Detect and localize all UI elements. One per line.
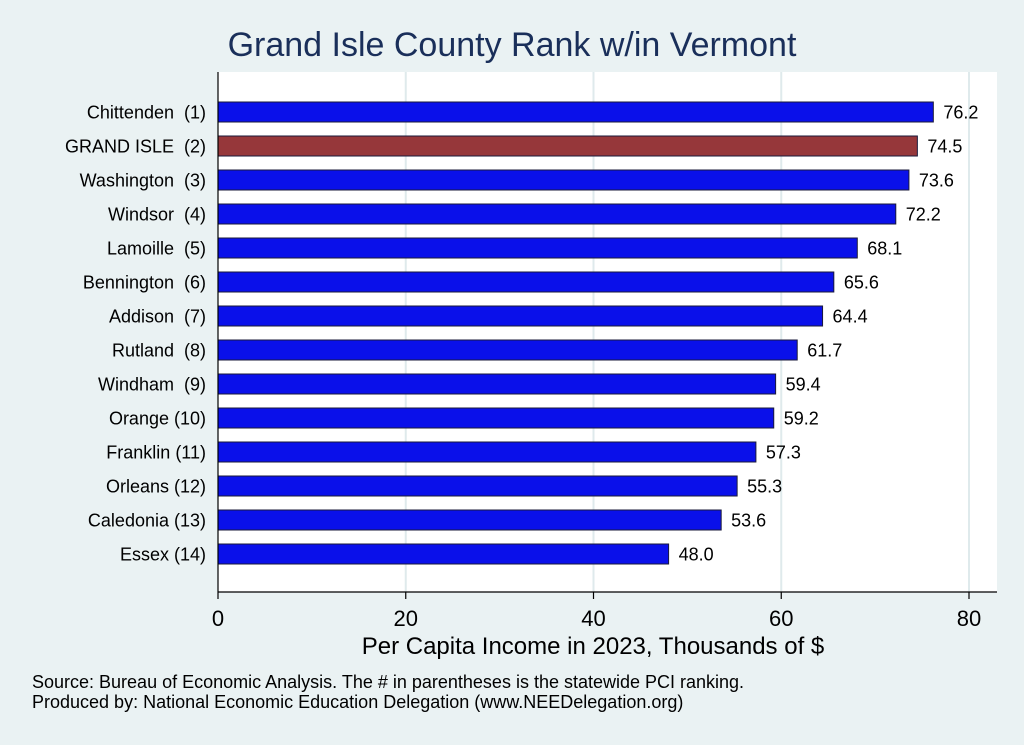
value-label: 59.2: [784, 409, 819, 429]
bar: [217, 305, 824, 327]
category-label: Washington (3): [80, 171, 206, 191]
category-label: Lamoille (5): [107, 239, 206, 259]
value-label: 74.5: [927, 137, 962, 157]
category-label: Orange (10): [109, 409, 206, 429]
bar: [217, 543, 670, 565]
x-tick-label: 80: [957, 606, 981, 631]
category-label: Essex (14): [120, 545, 206, 565]
value-label: 68.1: [867, 239, 902, 259]
category-label: Bennington (6): [83, 273, 206, 293]
category-label: Chittenden (1): [87, 103, 206, 123]
gridlines: [404, 72, 970, 592]
source-note: Source: Bureau of Economic Analysis. The…: [32, 672, 745, 692]
category-label: Addison (7): [109, 307, 206, 327]
value-label: 72.2: [906, 205, 941, 225]
value-label: 61.7: [807, 341, 842, 361]
bar: [217, 135, 918, 157]
category-label: Caledonia (13): [88, 511, 206, 531]
bar: [217, 237, 858, 259]
value-label: 73.6: [919, 171, 954, 191]
category-label: Orleans (12): [106, 477, 206, 497]
category-label: Windsor (4): [108, 205, 206, 225]
bars: [217, 101, 934, 565]
bar: [217, 475, 738, 497]
value-label: 57.3: [766, 443, 801, 463]
value-label: 65.6: [844, 273, 879, 293]
bar: [217, 271, 835, 293]
category-label: GRAND ISLE (2): [65, 137, 206, 157]
category-label: Rutland (8): [112, 341, 206, 361]
value-label: 55.3: [747, 477, 782, 497]
bar: [217, 169, 910, 191]
producer-note: Produced by: National Economic Education…: [32, 692, 684, 712]
category-label: Franklin (11): [106, 443, 206, 463]
x-axis-title: Per Capita Income in 2023, Thousands of …: [361, 633, 825, 660]
x-tick-label: 40: [581, 606, 605, 631]
category-labels: Chittenden (1) GRAND ISLE (2) Washington (…: [65, 103, 206, 565]
x-tick-label: 60: [769, 606, 793, 631]
value-label: 48.0: [679, 545, 714, 565]
value-label: 76.2: [943, 103, 978, 123]
value-label: 53.6: [731, 511, 766, 531]
x-axis: 0 20 40 60 80: [212, 72, 997, 631]
bar: [217, 339, 798, 361]
bar: [217, 101, 934, 123]
x-tick-label: 0: [212, 606, 224, 631]
plot-area: [218, 72, 997, 592]
value-label: 64.4: [833, 307, 868, 327]
bar: [217, 373, 777, 395]
bar: [217, 509, 722, 531]
bar: [217, 203, 897, 225]
x-tick-label: 20: [394, 606, 418, 631]
bar: [217, 441, 757, 463]
bar: [217, 407, 775, 429]
value-label: 59.4: [786, 375, 821, 395]
category-label: Windham (9): [98, 375, 206, 395]
chart-title: Grand Isle County Rank w/in Vermont: [227, 26, 797, 64]
value-labels: 76.2 74.5 73.6 72.268.1 65.6 64.4 61.7 59.4 59.2…: [679, 103, 979, 565]
